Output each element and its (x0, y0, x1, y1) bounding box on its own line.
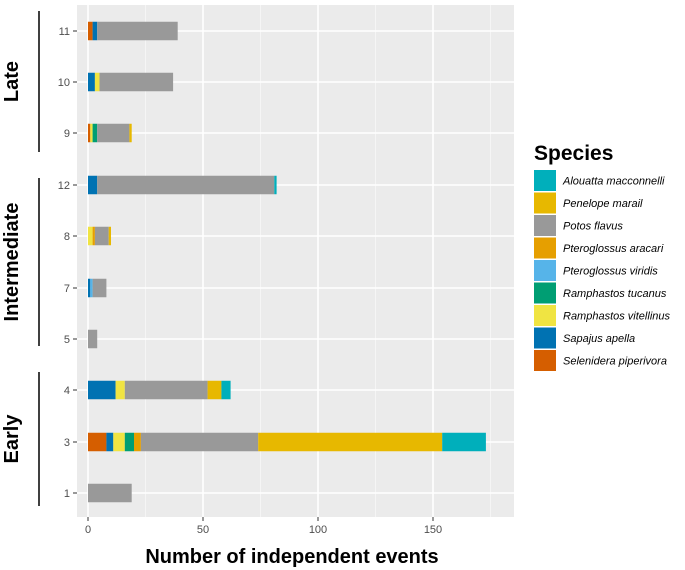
bar-segment (97, 123, 130, 143)
bar-segment (88, 380, 116, 400)
bar-segment (88, 329, 98, 349)
y-tick-label: 4 (64, 385, 70, 397)
legend-key (534, 192, 556, 214)
legend-key (534, 170, 556, 191)
bar-segment (88, 123, 91, 143)
y-tick-label: 12 (58, 180, 70, 192)
legend-label: Potos flavus (563, 221, 623, 233)
bar-segment (88, 226, 93, 246)
bar-segment (97, 21, 178, 41)
bar-segment (88, 72, 95, 92)
bar-segment (106, 432, 114, 452)
legend-key (534, 305, 556, 326)
legend-label: Ramphastos tucanus (563, 288, 667, 300)
bar-segment (129, 123, 132, 143)
bar-segment (442, 432, 486, 452)
bar-segment (124, 380, 208, 400)
bar-segment (88, 175, 98, 195)
y-tick-label: 10 (58, 77, 70, 89)
bar-segment (108, 226, 111, 246)
legend-key (534, 327, 556, 349)
group-label: Intermediate (1, 203, 23, 322)
legend-title: Species (534, 142, 613, 165)
y-tick-label: 7 (64, 283, 70, 295)
bar-segment (92, 278, 107, 298)
y-tick-label: 3 (64, 437, 70, 449)
bars (88, 21, 486, 503)
legend-key (534, 350, 556, 371)
legend-label: Penelope marail (563, 198, 643, 210)
x-axis: 0 50 100 150 (85, 517, 442, 536)
bar-segment (274, 175, 277, 195)
bar-segment (258, 432, 443, 452)
bar-segment (221, 380, 231, 400)
legend-label: Pteroglossus viridis (563, 266, 658, 278)
bar-segment (88, 278, 91, 298)
bar-segment (97, 175, 275, 195)
y-tick-label: 9 (64, 128, 70, 140)
x-axis-label: Number of independent events (145, 546, 438, 568)
bar-segment (134, 432, 141, 452)
legend-key (534, 260, 556, 281)
bar-segment (94, 72, 100, 92)
legend-label: Pteroglossus aracari (563, 243, 664, 255)
bar-segment (88, 21, 93, 41)
bar-segment (140, 432, 259, 452)
x-tick-label: 50 (197, 524, 209, 536)
legend: Species Alouatta macconnelli Penelope mar… (534, 142, 670, 371)
legend-label: Ramphastos vitellinus (563, 311, 670, 323)
group-label: Early (1, 414, 23, 464)
bar-segment (90, 123, 93, 143)
x-tick-label: 0 (85, 524, 91, 536)
bar-segment (88, 483, 132, 503)
y-tick-label: 5 (64, 334, 70, 346)
y-tick-label: 1 (64, 488, 70, 500)
group-label: Late (1, 61, 23, 102)
bar-segment (90, 278, 93, 298)
group-labels: Late Intermediate Early (1, 11, 40, 506)
bar-segment (99, 72, 174, 92)
legend-key (534, 237, 556, 259)
legend-key (534, 282, 556, 304)
y-tick-label: 11 (59, 26, 70, 38)
bar-segment (94, 226, 109, 246)
bar-segment (115, 380, 125, 400)
legend-label: Selenidera piperivora (563, 356, 667, 368)
y-axis: 11 10 9 12 8 7 5 4 3 1 (58, 26, 77, 500)
bar-segment (92, 123, 98, 143)
legend-label: Alouatta macconnelli (562, 176, 665, 188)
x-tick-label: 150 (424, 524, 442, 536)
legend-label: Sapajus apella (563, 333, 635, 345)
bar-segment (207, 380, 222, 400)
bar-segment (124, 432, 134, 452)
x-tick-label: 100 (309, 524, 327, 536)
bar-segment (92, 226, 95, 246)
legend-key (534, 215, 556, 236)
bar-segment (88, 432, 107, 452)
y-tick-label: 8 (64, 231, 70, 243)
bar-segment (113, 432, 125, 452)
bar-segment (92, 21, 98, 41)
